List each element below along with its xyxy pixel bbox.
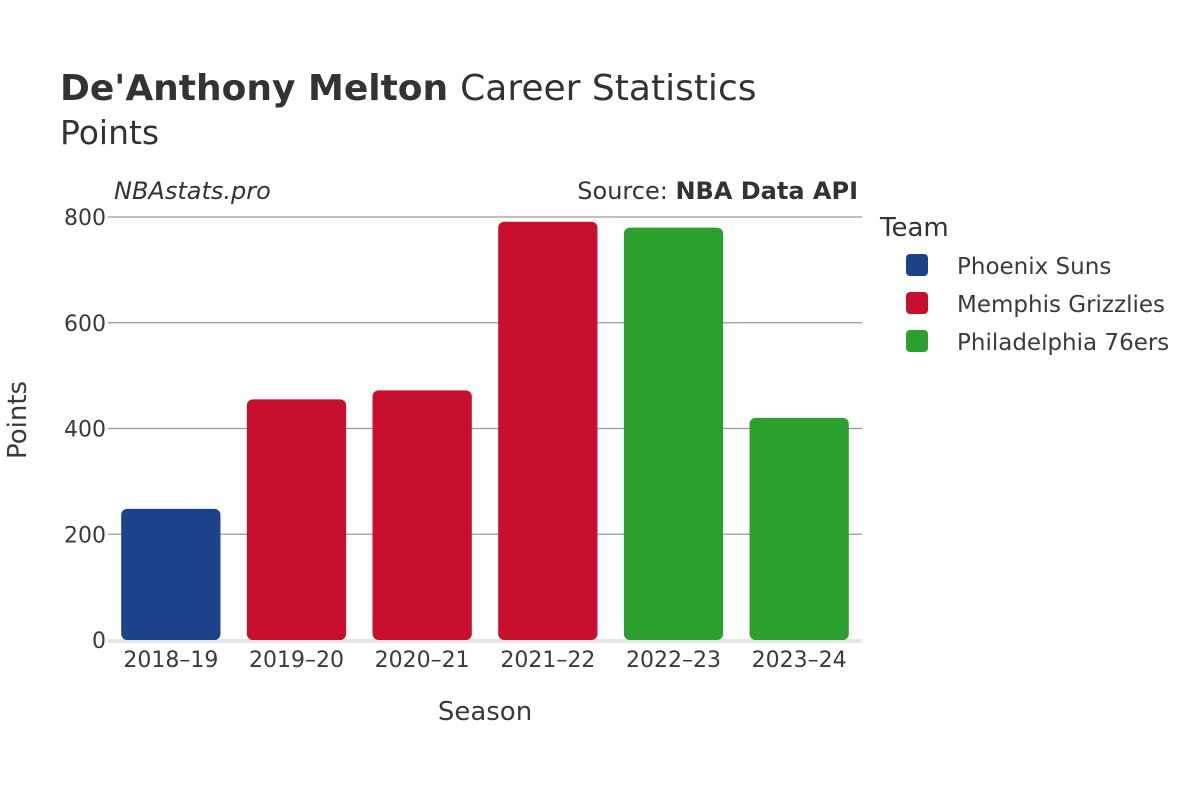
gridlines [108,216,862,643]
x-tick-label: 2018–19 [123,648,218,673]
chart-title: De'Anthony Melton Career Statistics [60,68,757,109]
y-tick-label: 200 [64,523,106,548]
bar-2023–24[interactable] [749,417,849,640]
bar-2020–21[interactable] [372,390,472,640]
legend-swatch[interactable] [906,292,928,314]
legend-label[interactable]: Phoenix Suns [957,254,1111,280]
legend-title: Team [879,213,949,243]
bars [121,221,849,641]
bar-2019–20[interactable] [246,399,347,640]
y-axis-label: Points [3,381,33,459]
bar-2022–23[interactable] [623,227,724,640]
y-ticks: 0 200 400 600 800 [64,206,106,654]
source-prefix: Source: [577,177,675,205]
legend-swatch[interactable] [906,254,928,276]
x-tick-label: 2022–23 [626,648,721,673]
source-name: NBA Data API [675,177,858,205]
chart-subtitle: Points [60,113,159,152]
legend-label[interactable]: Memphis Grizzlies [957,292,1165,318]
y-tick-label: 0 [92,629,106,654]
bar-2018–19[interactable] [121,508,221,640]
legend-label[interactable]: Philadelphia 76ers [957,330,1169,356]
watermark: NBAstats.pro [114,177,271,205]
x-tick-label: 2021–22 [500,648,595,673]
legend-swatch[interactable] [906,330,928,352]
title-rest: Career Statistics [460,68,756,109]
source-text: Source: NBA Data API [577,177,858,205]
legend: Phoenix Suns Memphis Grizzlies Philadelphi… [906,254,1169,356]
x-axis-label: Season [438,697,532,727]
y-tick-label: 800 [64,206,106,231]
x-ticks: 2018–19 2019–20 2020–21 2021–22 2022–23 2023–… [123,648,846,673]
x-tick-label: 2020–21 [375,648,470,673]
bar-2021–22[interactable] [498,221,598,641]
x-tick-label: 2019–20 [249,648,344,673]
title-player: De'Anthony Melton [60,68,448,109]
y-tick-label: 600 [64,312,106,337]
x-tick-label: 2023–24 [752,648,847,673]
y-tick-label: 400 [64,418,106,443]
